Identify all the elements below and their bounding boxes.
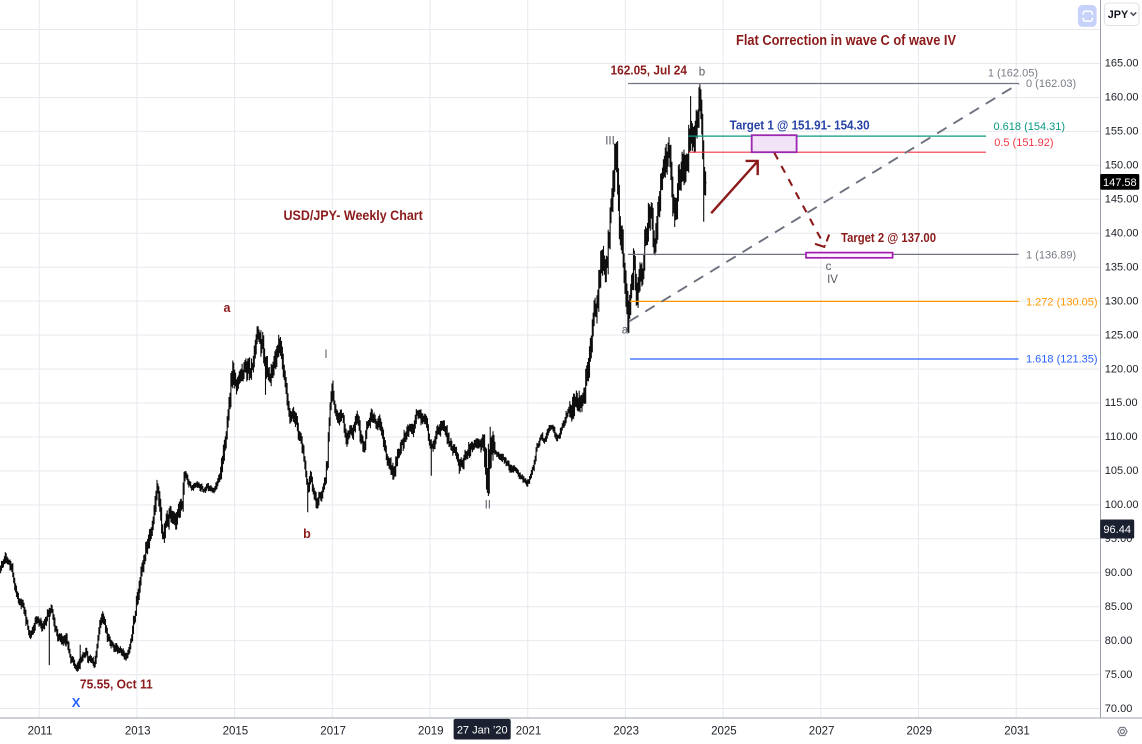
svg-text:Target 1 @ 151.91- 154.30: Target 1 @ 151.91- 154.30 <box>730 118 870 133</box>
svg-text:96.44: 96.44 <box>1103 524 1131 536</box>
svg-text:II: II <box>485 500 491 512</box>
svg-text:a: a <box>622 325 629 337</box>
svg-text:a: a <box>224 301 232 315</box>
svg-text:Target 2 @ 137.00: Target 2 @ 137.00 <box>841 230 936 245</box>
svg-text:150.00: 150.00 <box>1105 160 1139 172</box>
svg-text:90.00: 90.00 <box>1105 567 1133 579</box>
svg-text:1.272 (130.05): 1.272 (130.05) <box>1026 296 1098 308</box>
svg-text:130.00: 130.00 <box>1105 295 1139 307</box>
svg-text:2027: 2027 <box>809 726 835 738</box>
svg-text:1 (136.89): 1 (136.89) <box>1026 249 1076 261</box>
svg-text:160.00: 160.00 <box>1105 92 1139 104</box>
svg-text:70.00: 70.00 <box>1105 703 1133 715</box>
svg-text:155.00: 155.00 <box>1105 126 1139 138</box>
svg-text:110.00: 110.00 <box>1105 431 1138 443</box>
svg-text:b: b <box>699 66 705 78</box>
svg-text:2031: 2031 <box>1004 726 1030 738</box>
svg-text:USD/JPY- Weekly Chart: USD/JPY- Weekly Chart <box>284 207 424 223</box>
svg-text:27 Jan ’20: 27 Jan ’20 <box>457 724 508 736</box>
svg-text:100.00: 100.00 <box>1105 499 1139 511</box>
svg-text:Flat Correction in wave C of w: Flat Correction in wave C of wave IV <box>736 33 956 49</box>
svg-text:125.00: 125.00 <box>1105 329 1139 341</box>
svg-text:80.00: 80.00 <box>1105 635 1133 647</box>
svg-text:2017: 2017 <box>320 726 346 738</box>
svg-text:2011: 2011 <box>28 726 53 738</box>
svg-text:147.58: 147.58 <box>1103 177 1137 189</box>
svg-text:85.00: 85.00 <box>1105 601 1133 613</box>
svg-text:165.00: 165.00 <box>1105 58 1139 70</box>
svg-text:1 (162.05): 1 (162.05) <box>988 68 1038 80</box>
svg-text:I: I <box>324 349 327 361</box>
svg-text:III: III <box>605 136 615 148</box>
svg-text:120.00: 120.00 <box>1105 363 1139 375</box>
svg-text:0.618 (154.31): 0.618 (154.31) <box>994 121 1066 133</box>
svg-text:2023: 2023 <box>613 726 639 738</box>
svg-text:JPY: JPY <box>1108 9 1129 21</box>
svg-text:c: c <box>826 261 832 273</box>
svg-text:135.00: 135.00 <box>1105 261 1139 273</box>
svg-text:2019: 2019 <box>418 726 444 738</box>
svg-text:IV: IV <box>827 274 838 286</box>
svg-text:1.618 (121.35): 1.618 (121.35) <box>1026 354 1098 366</box>
svg-text:0 (162.03): 0 (162.03) <box>1026 78 1076 90</box>
svg-text:145.00: 145.00 <box>1105 194 1139 206</box>
svg-text:b: b <box>303 527 311 541</box>
svg-text:2021: 2021 <box>516 726 542 738</box>
svg-text:140.00: 140.00 <box>1105 227 1139 239</box>
svg-text:2029: 2029 <box>907 726 933 738</box>
svg-text:75.55, Oct 11: 75.55, Oct 11 <box>80 677 153 692</box>
svg-text:105.00: 105.00 <box>1105 465 1139 477</box>
svg-text:2015: 2015 <box>223 726 249 738</box>
svg-text:75.00: 75.00 <box>1105 669 1133 681</box>
svg-text:2025: 2025 <box>711 726 737 738</box>
svg-text:115.00: 115.00 <box>1105 397 1138 409</box>
svg-text:0.5 (151.92): 0.5 (151.92) <box>994 137 1053 149</box>
svg-text:2013: 2013 <box>125 726 151 738</box>
svg-text:X: X <box>72 695 81 710</box>
svg-text:162.05, Jul 24: 162.05, Jul 24 <box>611 63 688 78</box>
